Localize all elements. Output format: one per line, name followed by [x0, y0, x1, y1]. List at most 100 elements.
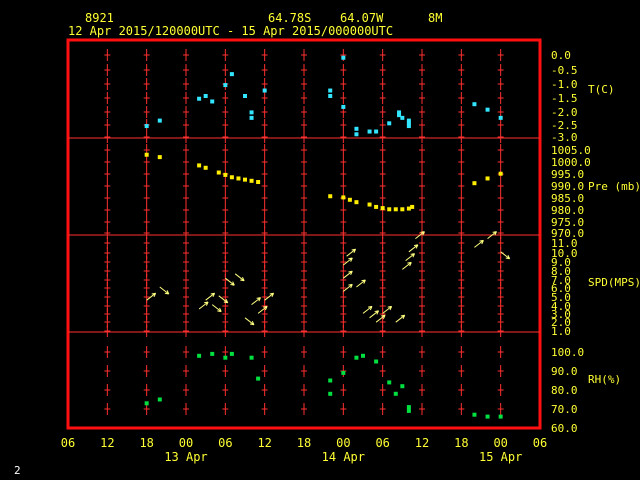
wind-arrow — [257, 305, 268, 314]
day-label: 15 Apr — [479, 450, 522, 464]
grid-cross — [183, 192, 189, 204]
grid-cross — [458, 180, 465, 192]
wind-arrow — [244, 317, 255, 326]
temperature-point — [400, 115, 405, 120]
y-tick-label: 11.0 — [551, 237, 578, 250]
pressure-point — [374, 204, 379, 209]
grid-cross — [183, 216, 189, 228]
wind-arrow — [362, 305, 373, 314]
grid-cross — [497, 64, 504, 76]
pressure-point — [387, 207, 392, 212]
grid-cross — [104, 49, 111, 61]
grid-cross — [261, 92, 268, 104]
panel-label-pressure: Pre (mb) — [588, 180, 640, 193]
grid-cross — [222, 106, 229, 118]
humidity-point — [400, 384, 405, 389]
pressure-point — [223, 172, 228, 177]
grid-cross — [183, 365, 189, 377]
x-tick-label: 06 — [533, 436, 547, 450]
grid-cross — [458, 144, 465, 156]
grid-cross — [419, 180, 425, 192]
grid-cross — [183, 403, 189, 415]
humidity-point — [374, 359, 379, 364]
grid-cross — [379, 156, 386, 168]
x-tick-label: 00 — [179, 436, 193, 450]
grid-cross — [301, 131, 307, 143]
grid-cross — [379, 144, 386, 156]
grid-cross — [183, 384, 189, 396]
x-tick-label: 18 — [139, 436, 153, 450]
pressure-point — [203, 165, 208, 170]
temperature-point — [406, 121, 411, 126]
grid-cross — [104, 131, 111, 143]
grid-cross — [497, 192, 504, 204]
temperature-point — [354, 132, 359, 137]
grid-cross — [340, 325, 347, 337]
wind-arrow — [343, 257, 353, 266]
y-tick-label: -2.0 — [551, 106, 578, 119]
pressure-point — [249, 178, 254, 183]
grid-cross — [458, 365, 465, 377]
grid-cross — [379, 403, 386, 415]
grid-cross — [261, 346, 268, 358]
pressure-point — [367, 202, 372, 207]
y-tick-label: 100.0 — [551, 346, 584, 359]
grid-cross — [301, 384, 307, 396]
grid-cross — [261, 106, 268, 118]
grid-cross — [222, 131, 229, 143]
grid-cross — [183, 78, 189, 90]
elevation: 8M — [428, 11, 443, 25]
grid-cross — [183, 325, 189, 337]
y-tick-label: 6.0 — [551, 282, 571, 295]
grid-cross — [183, 106, 189, 118]
time-period: 12 Apr 2015/120000UTC - 15 Apr 2015/0000… — [68, 24, 394, 38]
grid-cross — [419, 325, 425, 337]
grid-cross — [301, 64, 307, 76]
grid-cross — [419, 403, 425, 415]
y-tick-label: 970.0 — [551, 227, 584, 240]
grid-cross — [301, 346, 307, 358]
grid-cross — [458, 119, 465, 131]
grid-cross — [301, 365, 307, 377]
wind-arrow — [205, 292, 216, 301]
grid-cross — [143, 216, 150, 228]
x-tick-label: 18 — [454, 436, 468, 450]
grid-cross — [497, 384, 504, 396]
grid-cross — [301, 216, 307, 228]
grid-cross — [340, 119, 347, 131]
grid-cross — [497, 346, 504, 358]
temperature-point — [210, 99, 215, 104]
x-tick-label: 12 — [100, 436, 114, 450]
temperature-point — [249, 110, 254, 115]
grid-cross — [419, 144, 425, 156]
grid-cross — [222, 216, 229, 228]
grid-cross — [222, 156, 229, 168]
humidity-point — [393, 391, 398, 396]
grid-cross — [261, 325, 268, 337]
grid-cross — [104, 384, 111, 396]
grid-cross — [143, 204, 150, 216]
grid-cross — [143, 168, 150, 180]
grid-cross — [222, 49, 229, 61]
y-tick-label: 10.0 — [551, 247, 578, 260]
wind-arrow — [375, 314, 386, 323]
temperature-point — [243, 94, 247, 98]
grid-cross — [183, 204, 189, 216]
grid-cross — [379, 180, 386, 192]
humidity-point — [498, 414, 503, 419]
wind-arrow — [382, 305, 393, 314]
grid-cross — [340, 92, 347, 104]
pressure-point — [229, 175, 234, 180]
grid-cross — [458, 131, 465, 143]
grid-cross — [497, 78, 504, 90]
temperature-point — [262, 88, 267, 93]
grid-cross — [301, 156, 307, 168]
grid-cross — [340, 78, 347, 90]
grid-cross — [379, 384, 386, 396]
grid-cross — [379, 346, 386, 358]
y-tick-label: 990.0 — [551, 180, 584, 193]
temperature-point — [223, 83, 228, 88]
humidity-point — [328, 391, 333, 396]
y-tick-label: 7.0 — [551, 274, 571, 287]
pressure-point — [328, 194, 333, 199]
